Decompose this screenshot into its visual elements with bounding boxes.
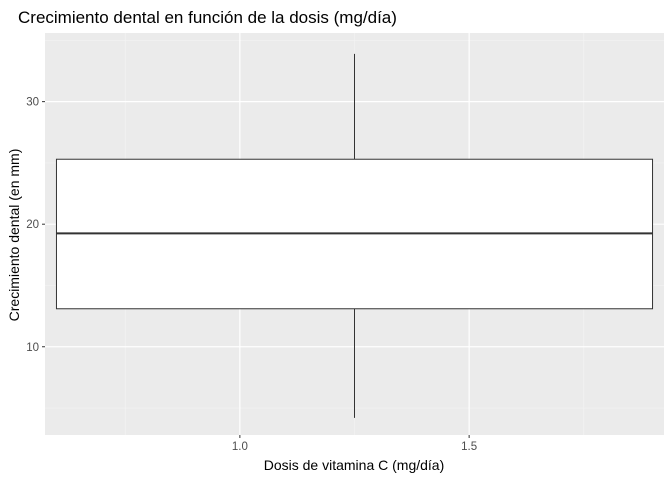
y-tick-label: 20 — [26, 219, 39, 231]
axes: 10 20 30 1.0 1.5 — [26, 97, 477, 453]
plot-panel — [45, 33, 664, 435]
y-tick-label: 30 — [26, 97, 39, 109]
chart-title: Crecimiento dental en función de la dosi… — [18, 8, 397, 27]
x-axis-title: Dosis de vitamina C (mg/día) — [264, 457, 445, 473]
y-axis-title: Crecimiento dental (en mm) — [6, 149, 22, 322]
x-tick-label: 1.0 — [232, 441, 248, 453]
x-tick-label: 1.5 — [461, 441, 477, 453]
y-tick-label: 10 — [26, 342, 39, 354]
